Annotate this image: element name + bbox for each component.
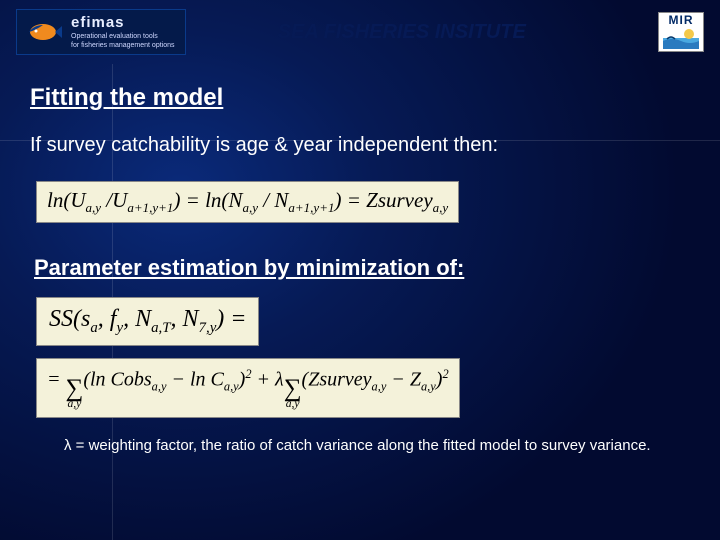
subheading: Parameter estimation by minimization of: (34, 255, 690, 281)
equation-3: = ∑a,y(ln Cobsa,y − ln Ca,y)2 + λ∑a,y(Zs… (36, 358, 460, 418)
fish-icon (27, 20, 63, 44)
header: efimas Operational evaluation tools for … (0, 0, 720, 64)
footnote: λ = weighting factor, the ratio of catch… (64, 436, 670, 456)
slide-content: Fitting the model If survey catchability… (0, 64, 720, 456)
mir-logo-label: MIR (669, 14, 694, 26)
efimas-brand: efimas (71, 14, 175, 32)
efimas-tagline-2: for fisheries management options (71, 42, 175, 50)
intro-text: If survey catchability is age & year ind… (30, 134, 690, 157)
efimas-logo-text: efimas Operational evaluation tools for … (71, 14, 175, 50)
equation-1: ln(Ua,y /Ua+1,y+1) = ln(Na,y / Na+1,y+1)… (36, 181, 459, 223)
efimas-tagline-1: Operational evaluation tools (71, 33, 175, 41)
header-title: SEA FISHERIES INSITUTE (186, 21, 659, 44)
equation-2: SS(sa, fy, Na,T, N7,y) = (36, 297, 259, 346)
efimas-logo: efimas Operational evaluation tools for … (16, 9, 186, 55)
slide-title: Fitting the model (30, 84, 690, 112)
mir-logo: MIR (658, 12, 704, 52)
mir-logo-icon (663, 27, 699, 49)
